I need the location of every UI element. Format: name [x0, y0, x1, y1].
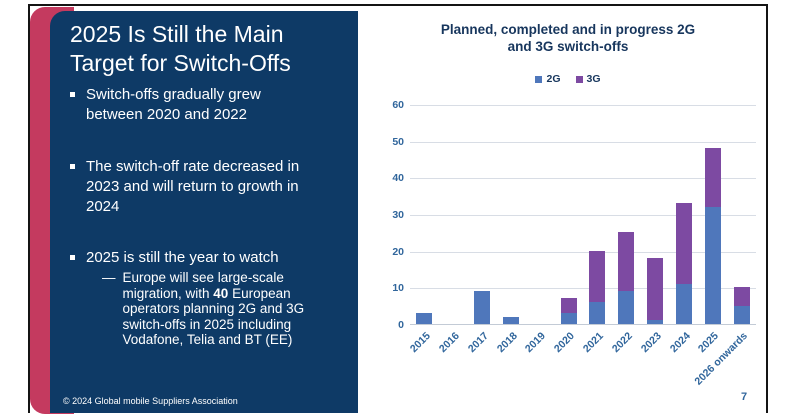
bar-segment-3g — [675, 203, 692, 284]
x-tick-label: 2021 — [580, 330, 606, 356]
bar-segment-3g — [589, 250, 606, 302]
bullet-text: The switch-off rate decreased in 2023 an… — [86, 158, 300, 215]
left-text-panel: 2025 Is Still the Main Target for Switch… — [50, 11, 358, 413]
x-axis-labels: 2015 2016 2017 2018 2019 2020 2021 2022 2023 2024… — [407, 330, 756, 405]
bullet-text: Switch-offs gradually grew between 2020 … — [86, 86, 261, 123]
bar-segment-3g — [560, 298, 577, 313]
bar-segment-2g — [589, 302, 606, 324]
gridline — [410, 215, 756, 216]
bullet-text: 2025 is still the year to watch — [86, 249, 279, 266]
x-tick-label: 2022 — [609, 330, 635, 356]
slide-border-right — [766, 4, 768, 413]
slide-border-left — [28, 4, 30, 413]
gridline — [410, 251, 756, 253]
x-tick-label: 2023 — [638, 330, 664, 356]
legend-swatch-2g-icon — [535, 75, 543, 83]
slide-title: 2025 Is Still the Main Target for Switch… — [70, 21, 291, 76]
y-tick-label: 0 — [398, 319, 404, 331]
x-tick-label: 2016 — [436, 330, 462, 356]
slide-border-top — [28, 4, 768, 6]
legend-label-2g: 2G — [546, 73, 561, 85]
x-tick-label: 2015 — [407, 330, 433, 356]
x-tick-label: 2017 — [465, 330, 491, 356]
sub-bullet-text: Europe will see large-scale migration, w… — [122, 270, 305, 347]
bar-segment-2g — [647, 320, 664, 324]
bar-segment-3g — [733, 287, 750, 306]
legend-swatch-3g-icon — [575, 75, 583, 83]
bar-segment-2g — [704, 206, 721, 324]
x-tick-label: 2019 — [523, 330, 549, 356]
y-tick-label: 40 — [392, 172, 404, 185]
sub-bullet-item: — Europe will see large-scale migration,… — [102, 270, 311, 348]
chart-legend: 2G 3G — [380, 73, 756, 85]
x-tick-label: 2025 — [696, 330, 722, 356]
x-axis-line — [410, 324, 756, 325]
bar-segment-2g — [618, 291, 635, 324]
x-tick-label: 2026 onwards — [692, 330, 751, 388]
legend-item-2g: 2G — [535, 73, 561, 85]
bar-segment-2g — [733, 305, 750, 324]
y-tick-label: 10 — [392, 282, 404, 295]
legend-label-3g: 3G — [586, 73, 601, 85]
bullet-square-icon — [70, 255, 75, 260]
y-tick-label: 30 — [392, 209, 404, 221]
y-tick-label: 20 — [392, 245, 404, 258]
gridline — [410, 288, 756, 290]
bar-segment-3g — [618, 232, 635, 291]
bar-segment-2g — [416, 313, 433, 324]
bar-segment-2g — [560, 313, 577, 324]
y-tick-label: 60 — [392, 99, 404, 111]
bullet-item: Switch-offs gradually grew between 2020 … — [70, 85, 304, 125]
bar-segment-3g — [704, 148, 721, 207]
bullet-square-icon — [70, 92, 75, 97]
page-number: 7 — [741, 391, 748, 403]
sub-bullet-dash: — — [102, 270, 116, 285]
bar-segment-2g — [474, 291, 491, 324]
chart-plot — [410, 105, 756, 325]
bar-segment-3g — [647, 258, 664, 321]
x-tick-label: 2020 — [552, 330, 578, 356]
gridline — [410, 141, 756, 143]
legend-item-3g: 3G — [575, 73, 601, 85]
bullet-item: The switch-off rate decreased in 2023 an… — [70, 157, 304, 217]
y-tick-label: 50 — [392, 135, 404, 148]
gridline — [410, 105, 756, 106]
bullet-square-icon — [70, 164, 75, 169]
chart-title: Planned, completed and in progress 2G an… — [440, 22, 696, 54]
x-tick-label: 2024 — [667, 330, 693, 356]
bar-segment-2g — [502, 316, 519, 324]
gridline — [410, 178, 756, 180]
x-tick-label: 2018 — [494, 330, 520, 356]
bar-segment-2g — [675, 283, 692, 324]
y-axis-ticks: 0 10 20 30 40 50 60 — [368, 99, 404, 331]
copyright-footer: © 2024 Global mobile Suppliers Associati… — [63, 396, 238, 406]
bullet-item: 2025 is still the year to watch — [70, 248, 304, 268]
